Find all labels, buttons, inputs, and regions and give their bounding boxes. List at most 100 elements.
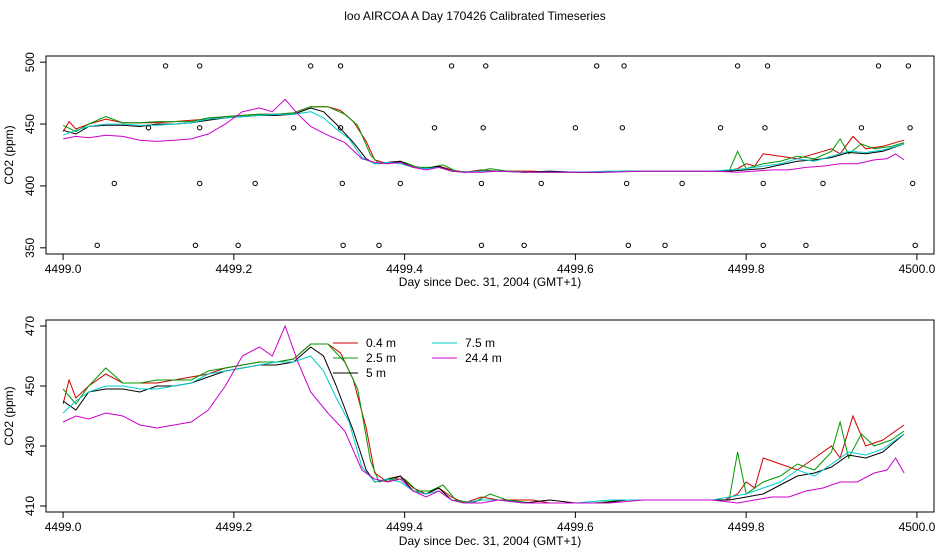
series-line-5-m	[62, 107, 905, 173]
x-tick-label: 4499.4	[386, 262, 423, 276]
flag-marker	[909, 180, 916, 187]
flag-marker	[625, 242, 632, 249]
y-tick-label: 350	[23, 237, 37, 257]
legend: 0.4 m2.5 m5 m 7.5 m24.4 m	[333, 336, 502, 380]
bottom-series-lines	[62, 324, 905, 504]
flag-marker	[480, 125, 486, 131]
top-axis-ticks: 4499.0 4499.2 4499.4 4499.6 4499.8 4500.0 350 4…	[23, 52, 936, 276]
x-tick-label: 4499.8	[728, 262, 765, 276]
x-tick-label: 4499.8	[728, 520, 765, 534]
legend-label: 5 m	[366, 366, 386, 380]
flag-marker	[337, 63, 344, 69]
series-line-5-m	[62, 346, 905, 504]
x-tick-label: 4499.0	[45, 520, 82, 534]
top-xlabel: Day since Dec. 31, 2004 (GMT+1)	[399, 275, 581, 289]
top-flag-markers	[94, 63, 918, 249]
flag-marker	[619, 125, 626, 131]
x-tick-label: 4499.2	[215, 262, 252, 276]
y-tick-label: 400	[23, 176, 37, 196]
y-tick-label: 450	[23, 114, 37, 134]
bottom-ylabel: CO2 (ppm)	[2, 386, 16, 445]
flag-marker	[594, 63, 600, 69]
flag-marker	[820, 180, 826, 187]
flag-marker	[448, 63, 455, 69]
flag-marker	[145, 125, 152, 131]
flag-marker	[307, 63, 314, 69]
flag-marker	[290, 125, 297, 131]
series-line-24-4-m	[63, 98, 905, 173]
flag-marker	[94, 242, 100, 249]
flag-marker	[196, 180, 203, 187]
flag-marker	[111, 180, 118, 187]
flag-marker	[339, 180, 345, 187]
y-tick-label: 410	[23, 496, 37, 516]
legend-label: 0.4 m	[366, 336, 396, 350]
flag-marker	[340, 242, 346, 249]
top-panel: CO2 (ppm) Day since Dec. 31, 2004 (GMT+1…	[2, 52, 936, 289]
series-line-0-4-m	[62, 106, 905, 173]
y-tick-label: 450	[23, 376, 37, 396]
flag-marker	[760, 180, 766, 187]
flag-marker	[235, 242, 241, 249]
flag-marker	[621, 63, 627, 69]
flag-marker	[376, 242, 382, 249]
legend-label: 7.5 m	[465, 336, 495, 350]
flag-marker	[337, 125, 344, 131]
flag-marker	[397, 180, 404, 187]
series-line-0-4-m	[62, 343, 905, 504]
y-tick-label: 500	[23, 52, 37, 72]
x-tick-label: 4499.4	[386, 520, 423, 534]
series-line-7-5-m	[62, 111, 905, 173]
flag-marker	[623, 180, 630, 187]
bottom-panel: CO2 (ppm) Day since Dec. 31, 2004 (GMT+1…	[2, 316, 936, 548]
x-tick-label: 4499.6	[557, 262, 594, 276]
legend-label: 24.4 m	[465, 351, 502, 365]
flag-marker	[803, 242, 809, 249]
flag-marker	[196, 125, 203, 131]
y-tick-label: 430	[23, 436, 37, 456]
flag-marker	[483, 63, 489, 69]
bottom-xlabel: Day since Dec. 31, 2004 (GMT+1)	[399, 534, 581, 548]
legend-label: 2.5 m	[366, 351, 396, 365]
flag-marker	[764, 63, 771, 69]
x-tick-label: 4500.0	[899, 520, 936, 534]
flag-marker	[907, 125, 913, 131]
top-series-lines	[62, 98, 905, 173]
flag-marker	[538, 180, 544, 187]
flag-marker	[912, 242, 918, 249]
flag-marker	[572, 125, 579, 131]
flag-marker	[478, 180, 485, 187]
flag-marker	[734, 63, 741, 69]
series-line-24-4-m	[62, 324, 905, 504]
bottom-axis-ticks: 4499.0 4499.2 4499.4 4499.6 4499.8 4500.0 410 4…	[23, 316, 936, 534]
flag-marker	[521, 242, 527, 249]
series-line-7-5-m	[62, 355, 905, 504]
flag-marker	[858, 125, 865, 131]
bottom-plot-frame	[45, 319, 935, 513]
figure-title: loo AIRCOA A Day 170426 Calibrated Times…	[344, 9, 605, 23]
flag-marker	[431, 125, 438, 131]
flag-marker	[162, 63, 169, 69]
flag-marker	[478, 242, 485, 249]
flag-marker	[662, 242, 668, 249]
x-tick-label: 4499.2	[215, 520, 252, 534]
x-tick-label: 4500.0	[899, 262, 936, 276]
flag-marker	[192, 242, 199, 249]
y-tick-label: 470	[23, 316, 37, 336]
flag-marker	[717, 125, 724, 131]
flag-marker	[252, 180, 258, 187]
flag-marker	[905, 63, 912, 69]
flag-marker	[196, 63, 203, 69]
flag-marker	[679, 180, 685, 187]
series-line-2-5-m	[62, 106, 905, 173]
x-tick-label: 4499.6	[557, 520, 594, 534]
flag-marker	[875, 63, 882, 69]
flag-marker	[762, 125, 768, 131]
x-tick-label: 4499.0	[45, 262, 82, 276]
top-ylabel: CO2 (ppm)	[2, 125, 16, 184]
top-plot-frame	[45, 55, 935, 255]
flag-marker	[760, 242, 766, 249]
series-line-2-5-m	[62, 343, 905, 504]
